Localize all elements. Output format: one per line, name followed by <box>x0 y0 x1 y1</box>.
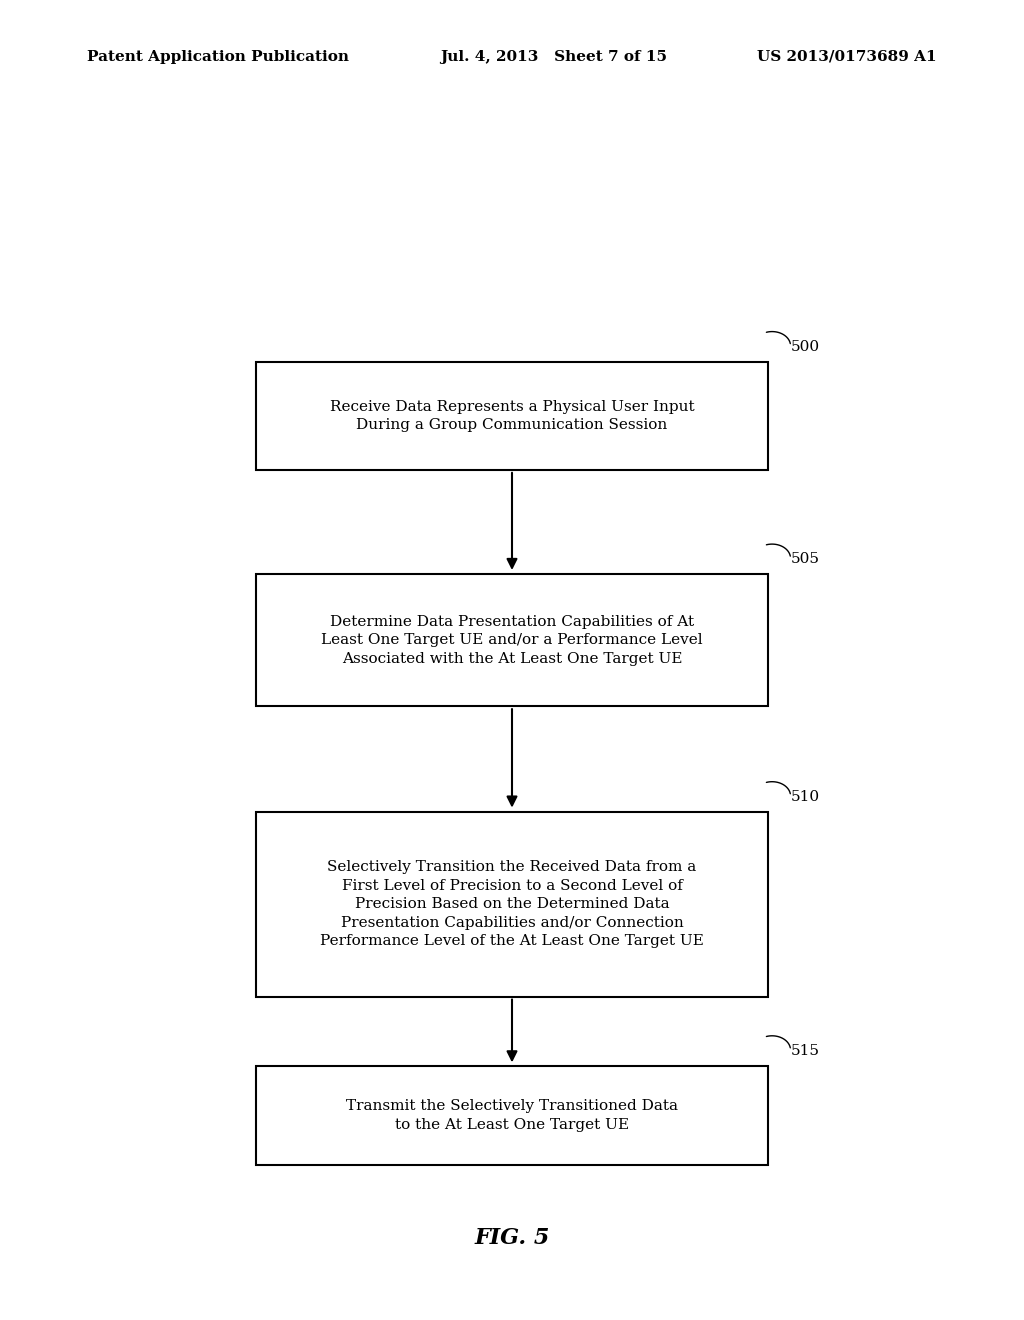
Bar <box>256 574 768 706</box>
Text: Selectively Transition the Received Data from a
First Level of Precision to a Se: Selectively Transition the Received Data… <box>321 861 703 948</box>
Text: 515: 515 <box>791 1044 819 1059</box>
Text: Determine Data Presentation Capabilities of At
Least One Target UE and/or a Perf: Determine Data Presentation Capabilities… <box>322 615 702 665</box>
Text: 505: 505 <box>791 552 819 566</box>
Bar <box>256 1067 768 1166</box>
Text: 500: 500 <box>791 339 819 354</box>
Bar <box>256 362 768 470</box>
Text: FIG. 5: FIG. 5 <box>474 1228 550 1249</box>
Text: Jul. 4, 2013   Sheet 7 of 15: Jul. 4, 2013 Sheet 7 of 15 <box>440 50 668 63</box>
Text: Receive Data Represents a Physical User Input
During a Group Communication Sessi: Receive Data Represents a Physical User … <box>330 400 694 432</box>
Bar <box>256 812 768 997</box>
Text: Patent Application Publication: Patent Application Publication <box>87 50 349 63</box>
Text: Transmit the Selectively Transitioned Data
to the At Least One Target UE: Transmit the Selectively Transitioned Da… <box>346 1100 678 1131</box>
Text: US 2013/0173689 A1: US 2013/0173689 A1 <box>758 50 937 63</box>
Text: 510: 510 <box>791 789 819 804</box>
